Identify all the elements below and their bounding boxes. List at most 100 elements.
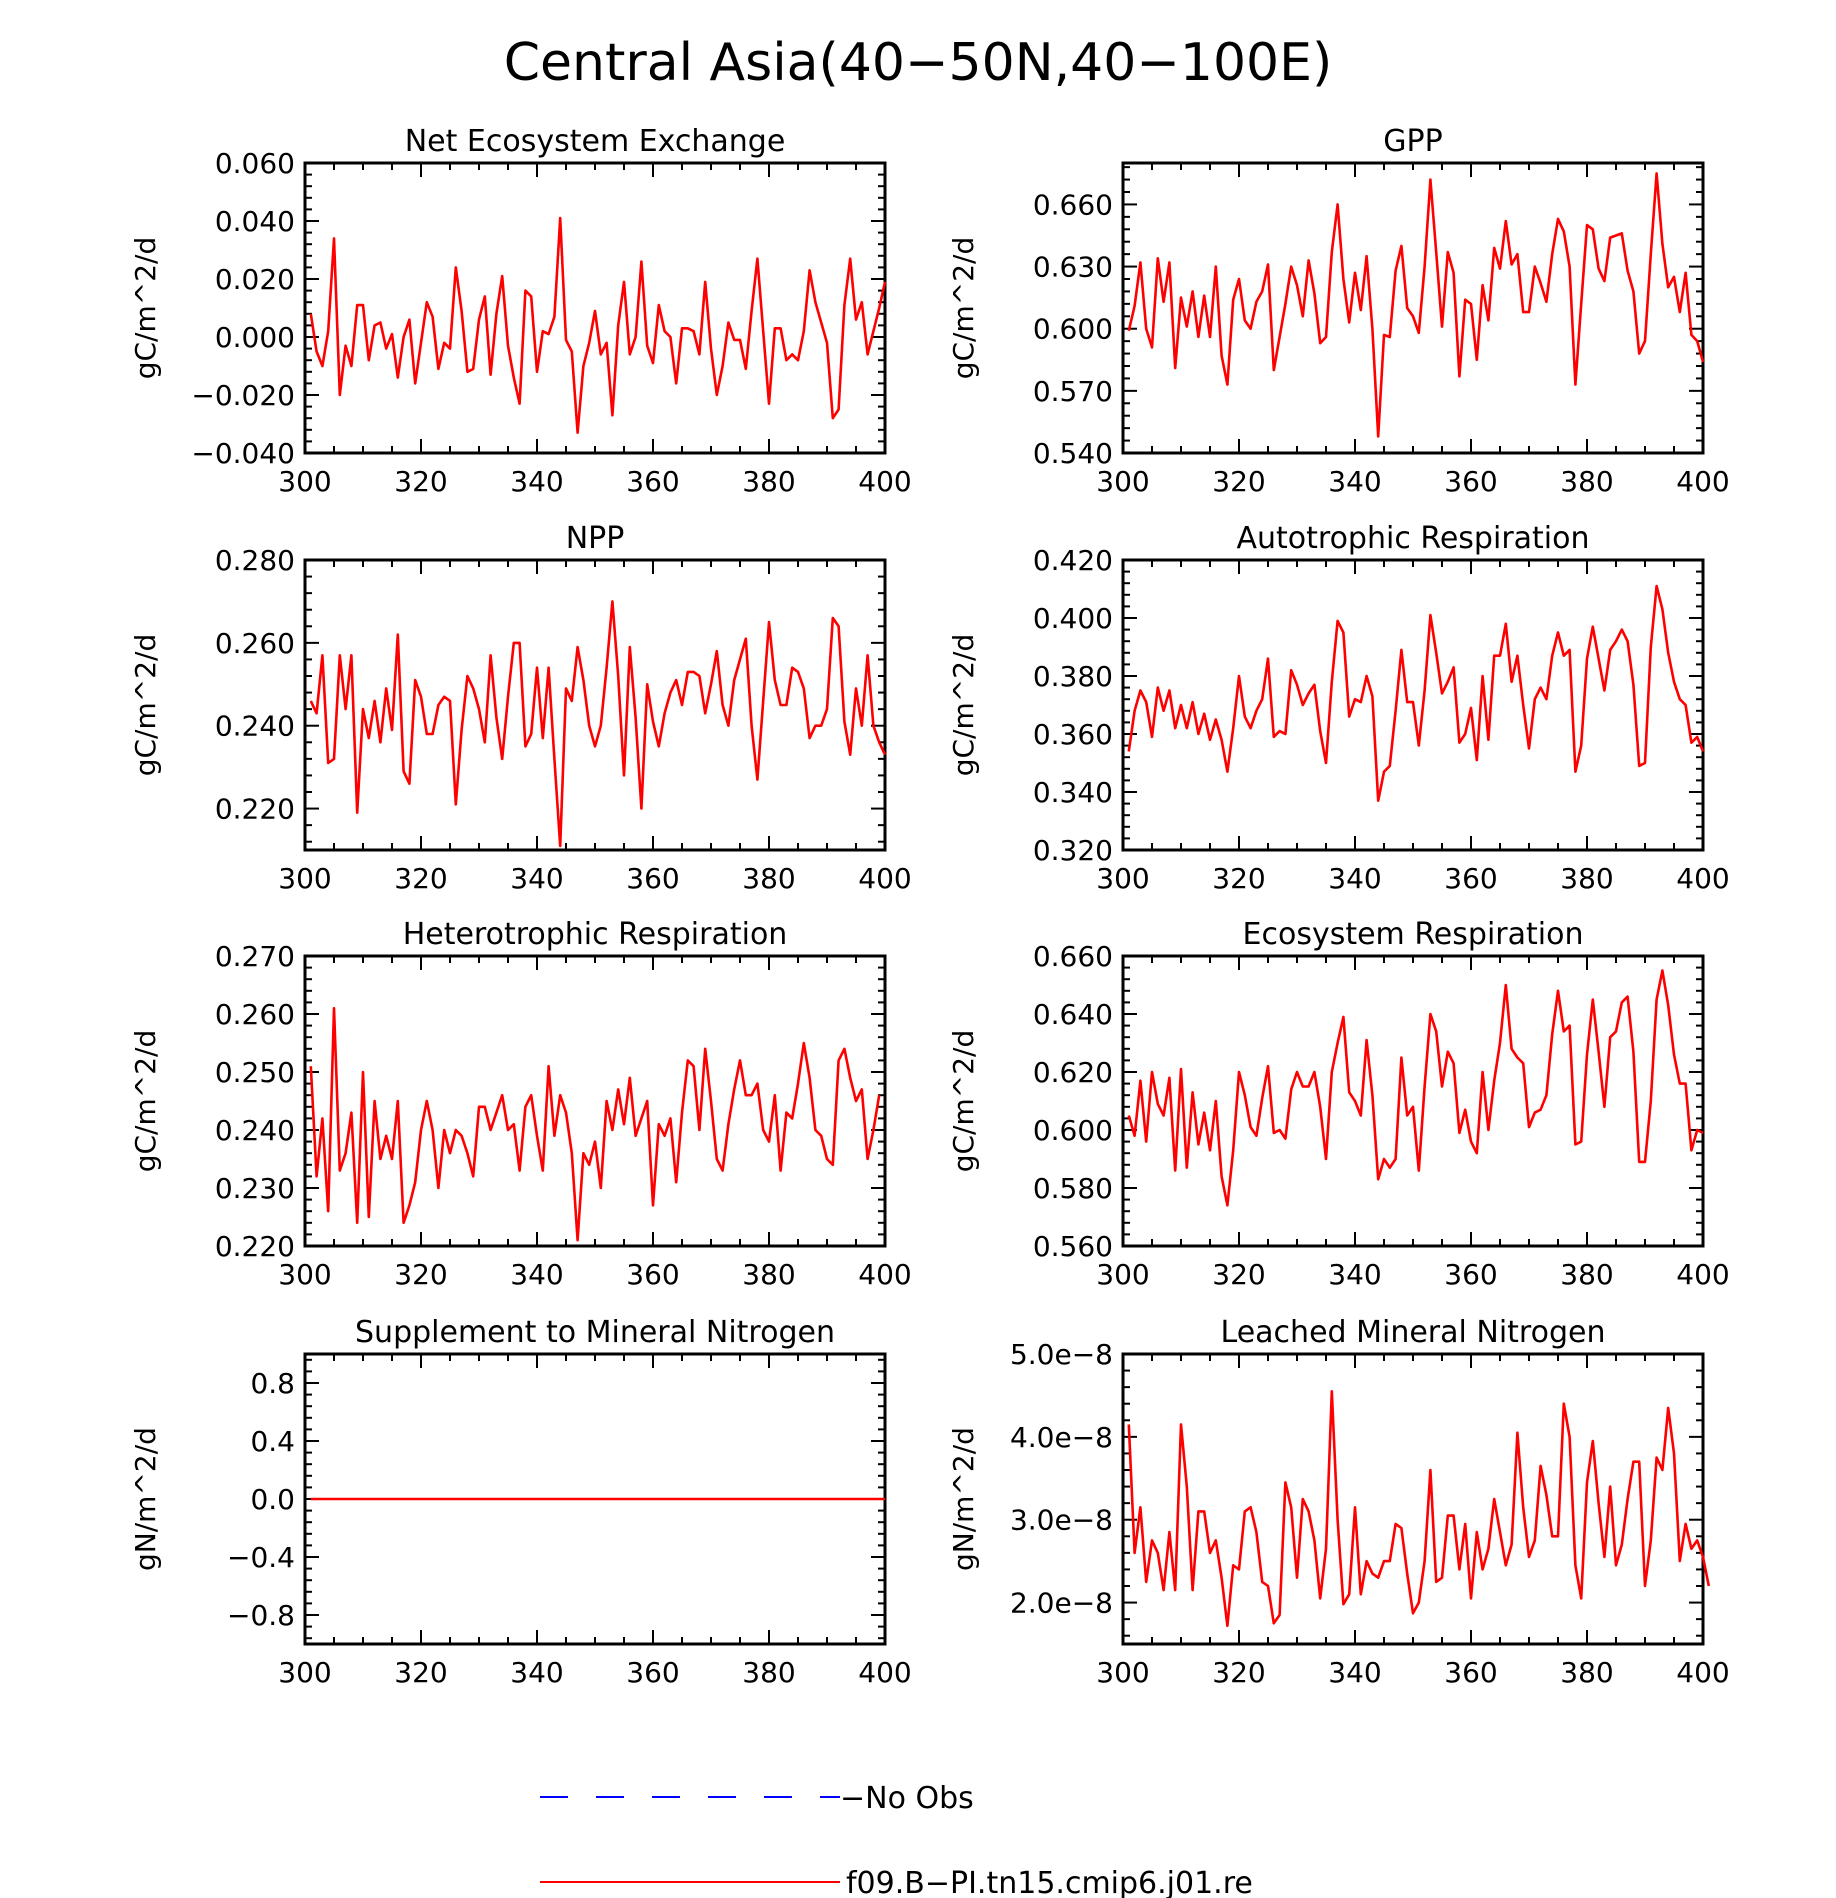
panel-title: GPP xyxy=(1383,124,1442,159)
x-tick-label: 300 xyxy=(278,862,331,895)
series-line xyxy=(1127,1390,1711,1628)
y-tick-label: 0.240 xyxy=(215,710,295,743)
series-line xyxy=(1127,969,1704,1207)
y-tick-label: 0.260 xyxy=(215,627,295,660)
y-tick-label: 0.250 xyxy=(215,1056,295,1089)
x-tick-label: 300 xyxy=(1096,862,1149,895)
y-tick-label: 0.570 xyxy=(1033,375,1113,408)
x-tick-label: 300 xyxy=(1096,1656,1149,1689)
panel-title: Ecosystem Respiration xyxy=(1243,917,1584,952)
x-tick-label: 360 xyxy=(626,465,679,498)
y-tick-label: 0.380 xyxy=(1033,660,1113,693)
y-tick-label: 0.0 xyxy=(250,1483,295,1516)
x-tick-label: 340 xyxy=(510,1656,563,1689)
panel-title: NPP xyxy=(566,521,625,556)
y-tick-label: 3.0e−8 xyxy=(1010,1504,1113,1537)
y-tick-label: 5.0e−8 xyxy=(1010,1338,1113,1371)
panel-title: Supplement to Mineral Nitrogen xyxy=(355,1315,835,1350)
y-tick-label: −0.8 xyxy=(227,1599,295,1632)
y-tick-label: 0.660 xyxy=(1033,940,1113,973)
y-tick-label: 0.660 xyxy=(1033,188,1113,221)
x-tick-label: 380 xyxy=(742,862,795,895)
x-tick-label: 360 xyxy=(626,1258,679,1291)
x-tick-label: 380 xyxy=(742,1258,795,1291)
x-tick-label: 320 xyxy=(1212,1656,1265,1689)
x-tick-label: 320 xyxy=(1212,465,1265,498)
x-tick-label: 300 xyxy=(278,465,331,498)
plot-frame xyxy=(303,954,887,1248)
plot-frame xyxy=(303,161,887,455)
y-tick-label: 0.4 xyxy=(250,1425,295,1458)
y-tick-label: 0.220 xyxy=(215,1230,295,1263)
y-tick-label: 0.280 xyxy=(215,544,295,577)
panel-title: Leached Mineral Nitrogen xyxy=(1221,1315,1606,1350)
y-tick-label: 0.580 xyxy=(1033,1172,1113,1205)
x-tick-label: 380 xyxy=(742,465,795,498)
series-line xyxy=(1127,172,1705,438)
x-tick-label: 300 xyxy=(278,1258,331,1291)
legend-label-model-run: f09.B−PI.tn15.cmip6.j01.re xyxy=(846,1866,1253,1898)
panel-supplement-to-mineral-nitrogen: Supplement to Mineral Nitrogen 300 320 340 3… xyxy=(129,1315,912,1689)
x-tick-label: 340 xyxy=(1328,862,1381,895)
y-tick-label: 2.0e−8 xyxy=(1010,1587,1113,1620)
y-axis-label: gC/m^2/d xyxy=(129,1030,162,1173)
x-tick-label: 300 xyxy=(278,1656,331,1689)
y-tick-label: 0.640 xyxy=(1033,998,1113,1031)
y-tick-label: 0.230 xyxy=(215,1172,295,1205)
x-tick-label: 400 xyxy=(858,465,911,498)
y-tick-label: 0.600 xyxy=(1033,313,1113,346)
panel-ecosystem-respiration: Ecosystem Respiration 300 320 340 360 380 400 0… xyxy=(947,917,1730,1291)
y-tick-label: −0.040 xyxy=(191,437,295,470)
y-tick-label: 0.000 xyxy=(215,321,295,354)
legend: −No Obs f09.B−PI.tn15.cmip6.j01.re xyxy=(540,1781,1253,1898)
x-tick-label: 380 xyxy=(1560,1656,1613,1689)
y-tick-label: 0.270 xyxy=(215,940,295,973)
y-tick-label: 0.630 xyxy=(1033,251,1113,284)
panel-heterotrophic-respiration: Heterotrophic Respiration 300 320 340 360 380… xyxy=(129,917,912,1291)
y-axis-label: gC/m^2/d xyxy=(129,634,162,777)
x-tick-label: 400 xyxy=(1676,1258,1729,1291)
y-axis-label: gN/m^2/d xyxy=(947,1427,980,1571)
x-tick-label: 320 xyxy=(394,465,447,498)
panel-autotrophic-respiration: Autotrophic Respiration 300 320 340 360 380 40… xyxy=(947,521,1730,895)
plot-frame xyxy=(1121,1352,1705,1646)
series-line xyxy=(309,600,887,848)
plot-frame xyxy=(1121,954,1705,1248)
y-tick-label: 0.320 xyxy=(1033,834,1113,867)
x-tick-label: 360 xyxy=(626,1656,679,1689)
x-tick-label: 380 xyxy=(742,1656,795,1689)
figure-title: Central Asia(40−50N,40−100E) xyxy=(504,33,1333,93)
y-tick-label: 0.360 xyxy=(1033,718,1113,751)
y-tick-label: 0.600 xyxy=(1033,1114,1113,1147)
plot-frame xyxy=(1121,161,1705,455)
x-tick-label: 320 xyxy=(1212,862,1265,895)
y-tick-label: 0.020 xyxy=(215,263,295,296)
panel-leached-mineral-nitrogen: Leached Mineral Nitrogen 300 320 340 360 380 4… xyxy=(947,1315,1730,1689)
x-tick-label: 400 xyxy=(858,862,911,895)
x-tick-label: 320 xyxy=(1212,1258,1265,1291)
x-tick-label: 400 xyxy=(1676,1656,1729,1689)
x-tick-label: 340 xyxy=(1328,1656,1381,1689)
y-tick-label: 0.240 xyxy=(215,1114,295,1147)
y-tick-label: 0.340 xyxy=(1033,776,1113,809)
x-tick-label: 320 xyxy=(394,862,447,895)
y-tick-label: 0.8 xyxy=(250,1367,295,1400)
panel-gpp: GPP 300 320 340 360 380 400 0.540 0.570 0.600 0.63… xyxy=(947,124,1730,498)
panel-npp: NPP 300 320 340 360 380 400 0.220 0.240 0.260 0.28… xyxy=(129,521,912,895)
x-tick-label: 360 xyxy=(626,862,679,895)
panels: Net Ecosystem Exchange 300 320 340 360 380 400… xyxy=(129,124,1730,1689)
x-tick-label: 400 xyxy=(858,1258,911,1291)
panel-net-ecosystem-exchange: Net Ecosystem Exchange 300 320 340 360 380 400… xyxy=(129,124,912,498)
y-tick-label: −0.4 xyxy=(227,1541,295,1574)
y-axis-label: gC/m^2/d xyxy=(947,634,980,777)
y-tick-label: 0.400 xyxy=(1033,602,1113,635)
legend-label-no-obs: −No Obs xyxy=(840,1781,974,1816)
x-tick-label: 380 xyxy=(1560,862,1613,895)
x-tick-label: 400 xyxy=(858,1656,911,1689)
x-tick-label: 340 xyxy=(510,1258,563,1291)
plot-frame xyxy=(303,558,887,852)
y-tick-label: 0.040 xyxy=(215,205,295,238)
panel-title: Autotrophic Respiration xyxy=(1236,521,1589,556)
x-tick-label: 360 xyxy=(1444,465,1497,498)
x-tick-label: 340 xyxy=(510,465,563,498)
